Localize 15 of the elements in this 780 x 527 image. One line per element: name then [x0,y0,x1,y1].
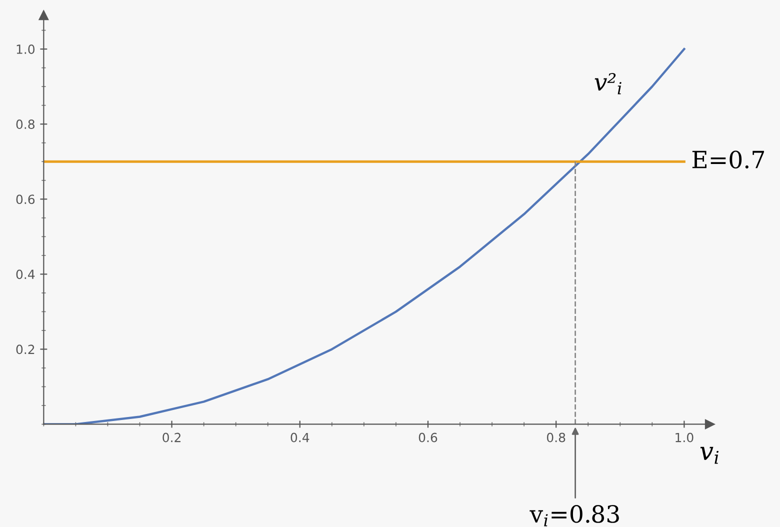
line-series [44,48,686,424]
y-tick-label: 0.6 [16,194,35,204]
y-tick-label: 0.4 [16,270,35,280]
y-tick-label: 1.0 [16,44,35,54]
x-tick-label: 0.8 [546,432,566,442]
y-tick-label: 0.2 [16,344,34,354]
ref-line-label: v$_{i}$=0.83 [530,505,619,526]
series-label: v²$_{i}$ [594,73,622,94]
ref-line-label: E=0.7 [692,150,764,168]
x-tick-label: 0.2 [162,432,180,442]
x-tick-label: 0.6 [418,432,438,442]
x-tick-label: 0.4 [290,432,310,442]
x-tick-label: 1.0 [676,432,694,442]
x-axis-title: v$_{i}$ [700,446,718,464]
y-tick-label: 0.8 [16,120,34,130]
